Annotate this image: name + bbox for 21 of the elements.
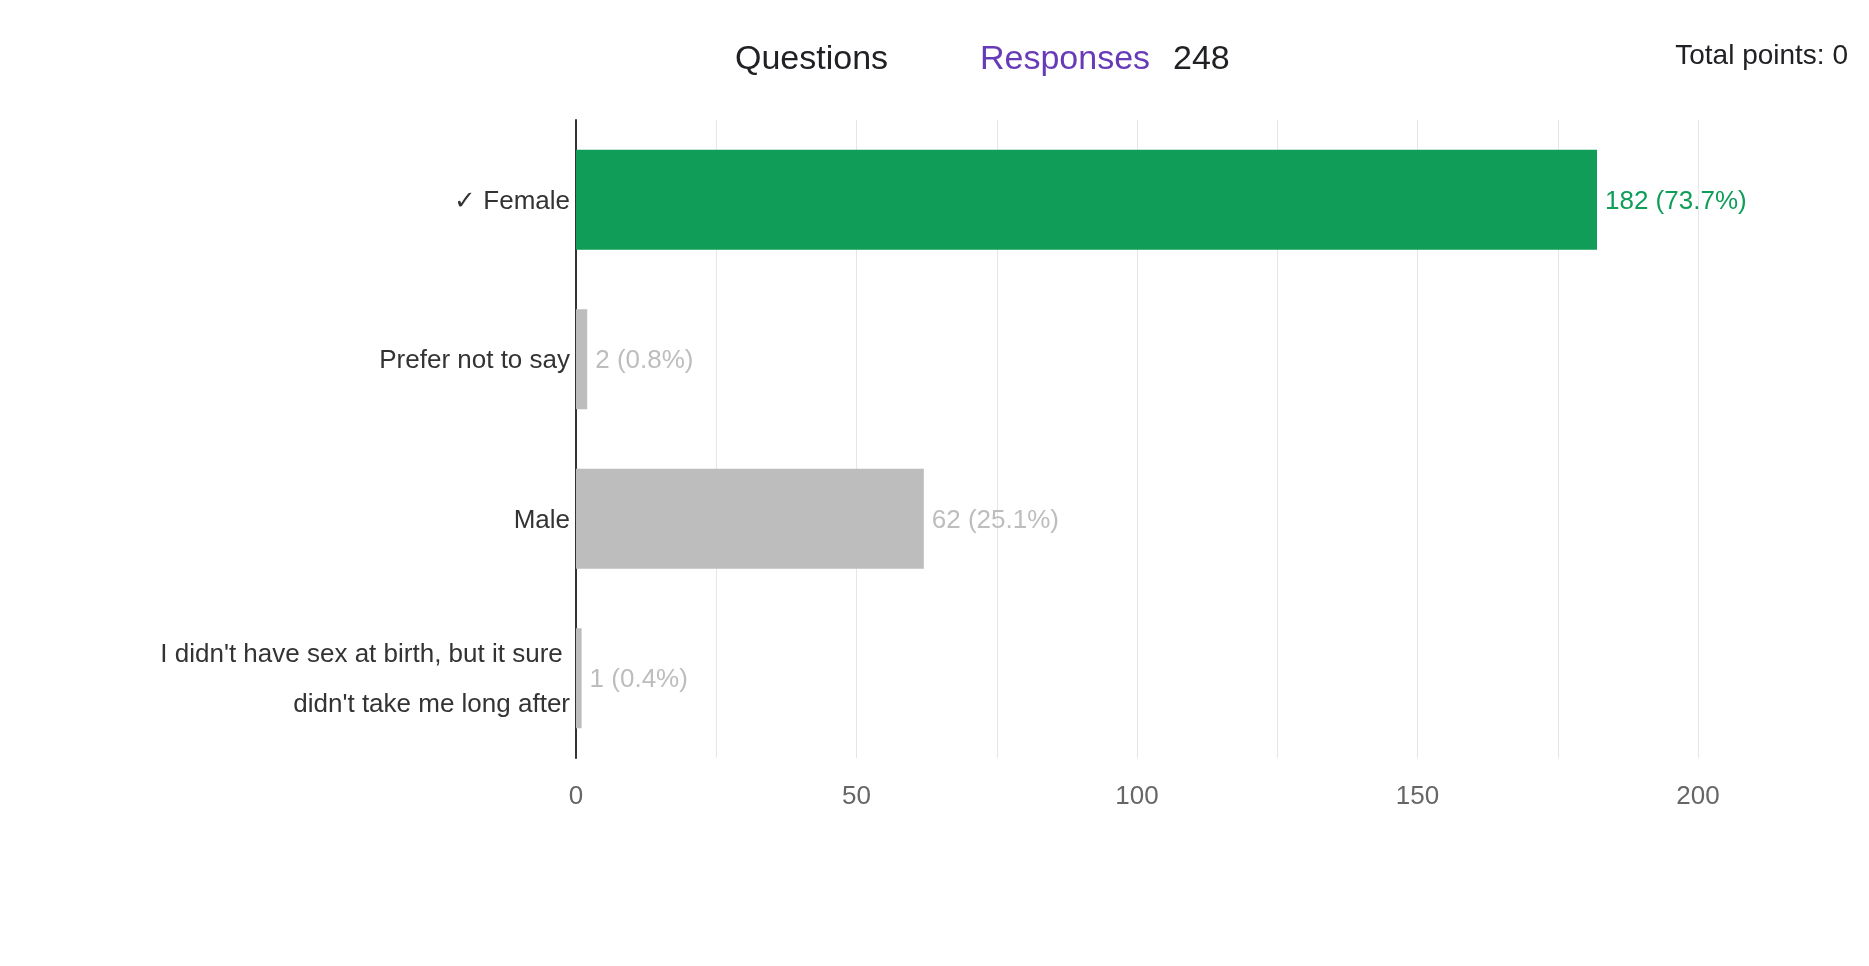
y-tick-label: ✓ Female [454, 184, 570, 215]
y-tick-label: Male [513, 503, 570, 534]
text: 248 [1173, 38, 1230, 76]
x-tick-label: 0 [568, 780, 584, 810]
bar [576, 149, 1598, 250]
y-tick-label: Prefer not to say [379, 344, 570, 375]
x-tick-label: 150 [1395, 780, 1440, 810]
bar [576, 628, 582, 729]
bar [576, 468, 924, 569]
data-label: 182 (73.7%) [1605, 184, 1747, 215]
text: Questions [735, 38, 889, 76]
data-label: 2 (0.8%) [595, 344, 694, 375]
x-tick-label: 50 [842, 780, 871, 810]
x-tick-label: 200 [1676, 780, 1720, 810]
x-tick-label: 100 [1115, 780, 1159, 810]
bar [576, 309, 588, 410]
text: Responses [980, 38, 1151, 76]
text: Total points: 0 [1675, 38, 1849, 70]
y-tick-label: I didn't have sex at birth, but it sure didn't take me long after [160, 638, 571, 719]
data-label: 1 (0.4%) [589, 663, 688, 694]
data-label: 62 (25.1%) [931, 503, 1060, 534]
